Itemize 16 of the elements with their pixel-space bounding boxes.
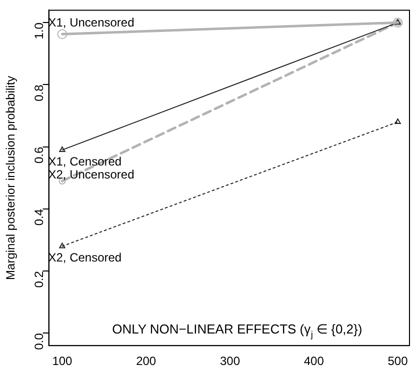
- x-tick-label: 500: [388, 354, 408, 368]
- x-tick-label: 100: [52, 354, 73, 368]
- y-tick-label: 1.0: [32, 22, 46, 40]
- series-label: X2, Censored: [48, 250, 122, 265]
- x-tick-label: 200: [136, 354, 156, 368]
- y-tick-label: 0.4: [32, 208, 46, 226]
- y-tick-label: 0.8: [32, 84, 46, 102]
- series-label: X1, Censored: [48, 154, 122, 168]
- y-tick-label: 0.2: [32, 270, 46, 288]
- series-label: X1, Uncensored: [48, 15, 134, 30]
- x-tick-label: 300: [220, 354, 240, 368]
- y-tick-label: 0.0: [32, 332, 46, 350]
- x-tick-label: 400: [304, 354, 324, 368]
- series-label: X2, Uncensored: [48, 167, 134, 182]
- y-axis-title: Marginal posterior inclusion probability: [4, 76, 18, 280]
- y-tick-label: 0.6: [32, 146, 46, 164]
